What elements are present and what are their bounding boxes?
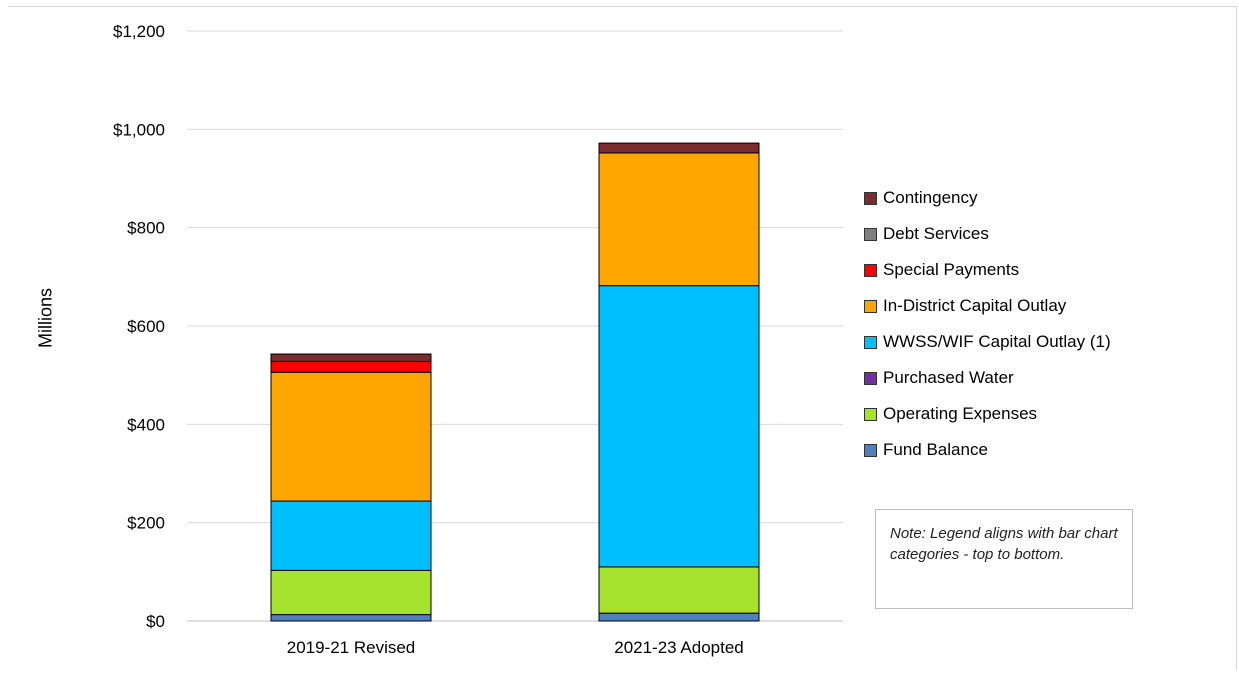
bar-segment xyxy=(270,614,432,622)
x-tick-label: 2019-21 Revised xyxy=(287,638,416,657)
bar-segment xyxy=(270,500,432,571)
bar-segment xyxy=(598,142,760,154)
legend-item: Operating Expenses xyxy=(864,396,1194,432)
legend-label: WWSS/WIF Capital Outlay (1) xyxy=(883,332,1111,351)
legend-item: In-District Capital Outlay xyxy=(864,288,1194,324)
bar-segment xyxy=(598,152,760,287)
bar-segment xyxy=(598,612,760,622)
legend-item: WWSS/WIF Capital Outlay (1) xyxy=(864,324,1194,360)
legend-label: Special Payments xyxy=(883,260,1020,279)
legend-label: Operating Expenses xyxy=(883,404,1038,423)
legend-label: Debt Services xyxy=(883,224,989,243)
y-tick-label: $400 xyxy=(127,415,165,434)
y-axis-label: Millions xyxy=(35,287,56,349)
legend-label: Contingency xyxy=(883,188,978,207)
legend-item: Purchased Water xyxy=(864,360,1194,396)
y-tick-label: $800 xyxy=(127,219,165,238)
y-tick-label: $600 xyxy=(127,317,165,336)
legend-item: Contingency xyxy=(864,180,1194,216)
bar-segment xyxy=(598,285,760,568)
x-axis-ticks: 2019-21 Revised 2021-23 Adopted xyxy=(287,638,744,657)
legend-swatch xyxy=(864,191,877,205)
bar-segment xyxy=(270,569,432,616)
y-tick-label: $1,200 xyxy=(113,22,165,41)
y-axis-ticks: $0 $200 $400 $600 $800 $1,000 $1,200 xyxy=(113,22,165,631)
legend-label: Purchased Water xyxy=(883,368,1014,387)
legend-swatch xyxy=(864,407,877,421)
chart-frame xyxy=(8,6,1237,670)
legend-swatch xyxy=(864,299,877,313)
y-tick-label: $1,000 xyxy=(113,120,165,139)
legend-label: In-District Capital Outlay xyxy=(883,296,1067,315)
legend-swatch xyxy=(864,227,877,241)
bar-segment xyxy=(598,566,760,614)
legend-item: Debt Services xyxy=(864,216,1194,252)
bars xyxy=(270,142,760,622)
legend-item: Fund Balance xyxy=(864,432,1194,468)
legend-swatch xyxy=(864,443,877,457)
y-tick-label: $200 xyxy=(127,514,165,533)
legend-item: Special Payments xyxy=(864,252,1194,288)
legend-label: Fund Balance xyxy=(883,440,988,459)
legend-swatch xyxy=(864,335,877,349)
y-tick-label: $0 xyxy=(146,612,165,631)
bar-segment xyxy=(270,353,432,362)
legend-swatch xyxy=(864,371,877,385)
legend-swatch xyxy=(864,263,877,277)
legend: Contingency Debt Services Special Payments… xyxy=(864,180,1194,468)
legend-note: Note: Legend aligns with bar chart categ… xyxy=(875,509,1133,609)
bar-segment xyxy=(270,371,432,502)
x-tick-label: 2021-23 Adopted xyxy=(614,638,744,657)
bar-segment xyxy=(270,360,432,373)
